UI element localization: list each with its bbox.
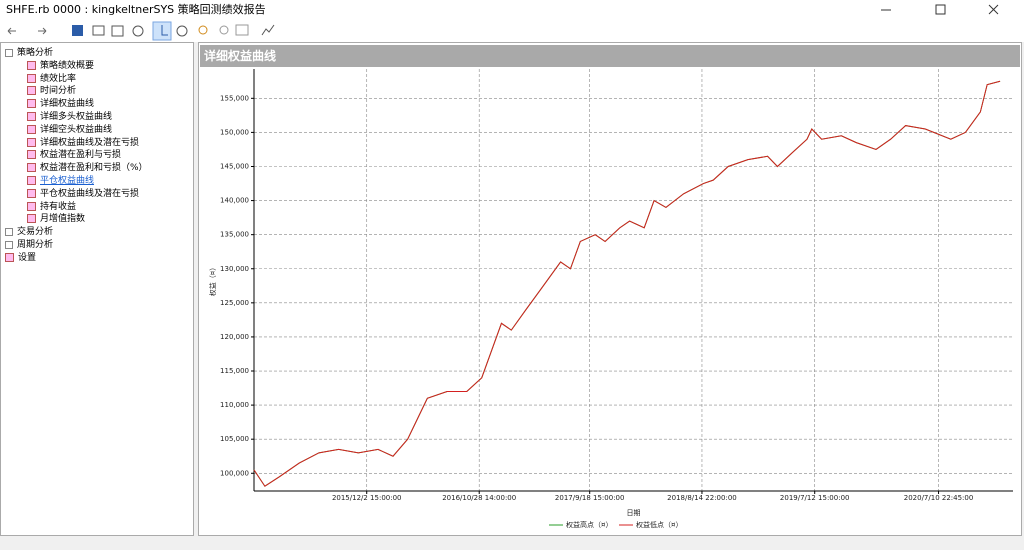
close-button[interactable] <box>988 4 999 15</box>
tree-label[interactable]: 绩效比率 <box>40 73 77 84</box>
tree-label[interactable]: 月增值指数 <box>40 214 86 225</box>
y-tick-label: 135,000 <box>220 231 249 239</box>
settings-button[interactable] <box>132 25 144 37</box>
tree-item[interactable]: 权益潜在盈利与亏损 <box>27 147 121 160</box>
zoom-out-button[interactable] <box>219 25 229 35</box>
x-tick-label: 2019/7/12 15:00:00 <box>780 494 850 502</box>
tree-item[interactable]: 策略绩效概要 <box>27 58 94 71</box>
tree-item[interactable]: 平仓权益曲线 <box>27 173 94 186</box>
legend-label: 权益高点（¤） <box>566 520 612 529</box>
tree-item[interactable]: 设置 <box>5 250 36 263</box>
zoom-in-button[interactable] <box>198 25 208 35</box>
tree-item[interactable]: 时间分析 <box>27 83 76 96</box>
tree-label[interactable]: 平仓权益曲线及潜在亏损 <box>40 188 140 199</box>
toolbar <box>0 20 1024 42</box>
chart: 100,000 105,000 110,000 115,000 120,000 125,0… <box>208 69 1013 529</box>
x-tick-label: 2017/9/18 15:00:00 <box>555 494 625 502</box>
nav-buttons[interactable] <box>7 27 47 35</box>
tree-label[interactable]: 平仓权益曲线 <box>40 176 95 186</box>
y-tick-label: 130,000 <box>220 265 249 273</box>
legend-label: 权益低点（¤） <box>636 520 682 529</box>
tree-item[interactable]: 交易分析 <box>5 224 53 237</box>
x-tick-label: 2016/10/28 14:00:00 <box>442 494 516 502</box>
y-tick-label: 145,000 <box>220 162 249 170</box>
tree-item[interactable]: 策略分析 <box>5 45 53 58</box>
y-tick-label: 115,000 <box>220 367 249 375</box>
tree-label[interactable]: 权益潜在盈利和亏损（%） <box>40 163 148 174</box>
tree-item[interactable]: 平仓权益曲线及潜在亏损 <box>27 186 139 199</box>
tree-item[interactable]: 详细权益曲线及潜在亏损 <box>27 135 139 148</box>
x-tick-label: 2020/7/10 22:45:00 <box>904 494 974 502</box>
maximize-button[interactable] <box>935 4 946 15</box>
tree-item[interactable]: 周期分析 <box>5 237 53 250</box>
y-axis-title: 权益（¤） <box>208 264 217 296</box>
tree-label[interactable]: 详细权益曲线 <box>40 99 95 110</box>
report-panel: 详细权益曲线 100,000 105,000 110,000 115,000 120,0… <box>198 42 1022 536</box>
pan-button[interactable] <box>176 25 188 37</box>
tree-item[interactable]: 详细多头权益曲线 <box>27 109 112 122</box>
tree-item[interactable]: 月增值指数 <box>27 211 85 224</box>
fit-button[interactable] <box>235 24 249 36</box>
window-controls <box>881 4 999 15</box>
tree-item[interactable]: 详细空头权益曲线 <box>27 122 112 135</box>
x-axis-title: 日期 <box>627 509 641 517</box>
panel-header: 详细权益曲线 <box>200 45 1020 67</box>
save-button[interactable] <box>72 25 83 36</box>
y-tick-label: 140,000 <box>220 197 249 205</box>
tree-item[interactable]: 详细权益曲线 <box>27 96 94 109</box>
y-tick-label: 105,000 <box>220 435 249 443</box>
window-title: SHFE.rb 0000 : kingkeltnerSYS 策略回测绩效报告 <box>6 3 266 16</box>
x-tick-label: 2018/8/14 22:00:00 <box>667 494 737 502</box>
tree-label[interactable]: 详细空头权益曲线 <box>40 124 113 135</box>
tree-label[interactable]: 详细权益曲线及潜在亏损 <box>40 137 140 148</box>
y-tick-label: 120,000 <box>220 333 249 341</box>
y-tick-label: 155,000 <box>220 94 249 102</box>
tree-label[interactable]: 策略分析 <box>17 48 54 58</box>
tree-label[interactable]: 详细多头权益曲线 <box>40 112 113 122</box>
series-line <box>253 80 1001 487</box>
tree-label[interactable]: 权益潜在盈利与亏损 <box>40 150 122 161</box>
tree-label[interactable]: 时间分析 <box>40 86 77 97</box>
tree-label[interactable]: 持有收益 <box>40 201 77 212</box>
series-line <box>253 80 1001 487</box>
tree-label[interactable]: 周期分析 <box>17 240 54 250</box>
open-button[interactable] <box>92 25 105 36</box>
tree-label[interactable]: 设置 <box>18 252 37 263</box>
y-tick-label: 100,000 <box>220 469 249 477</box>
y-tick-label: 125,000 <box>220 299 249 307</box>
title-bar: SHFE.rb 0000 : kingkeltnerSYS 策略回测绩效报告 <box>0 0 1024 20</box>
y-tick-label: 150,000 <box>220 128 249 136</box>
navigation-tree: 策略分析策略绩效概要 绩效比率时间分析详细权益曲线详细多头权益曲线 详细空头权益曲线… <box>0 42 194 536</box>
tree-item[interactable]: 绩效比率 <box>27 71 76 84</box>
tree-item[interactable]: 持有收益 <box>27 199 76 212</box>
tree-label[interactable]: 交易分析 <box>17 227 54 238</box>
tree-label[interactable]: 策略绩效概要 <box>40 60 95 71</box>
x-tick-label: 2015/12/2 15:00:00 <box>332 494 402 502</box>
print-button[interactable] <box>111 25 124 37</box>
y-tick-label: 110,000 <box>220 401 249 409</box>
chart-button[interactable] <box>261 24 275 36</box>
tree-item[interactable]: 权益潜在盈利和亏损（%） <box>27 160 148 173</box>
